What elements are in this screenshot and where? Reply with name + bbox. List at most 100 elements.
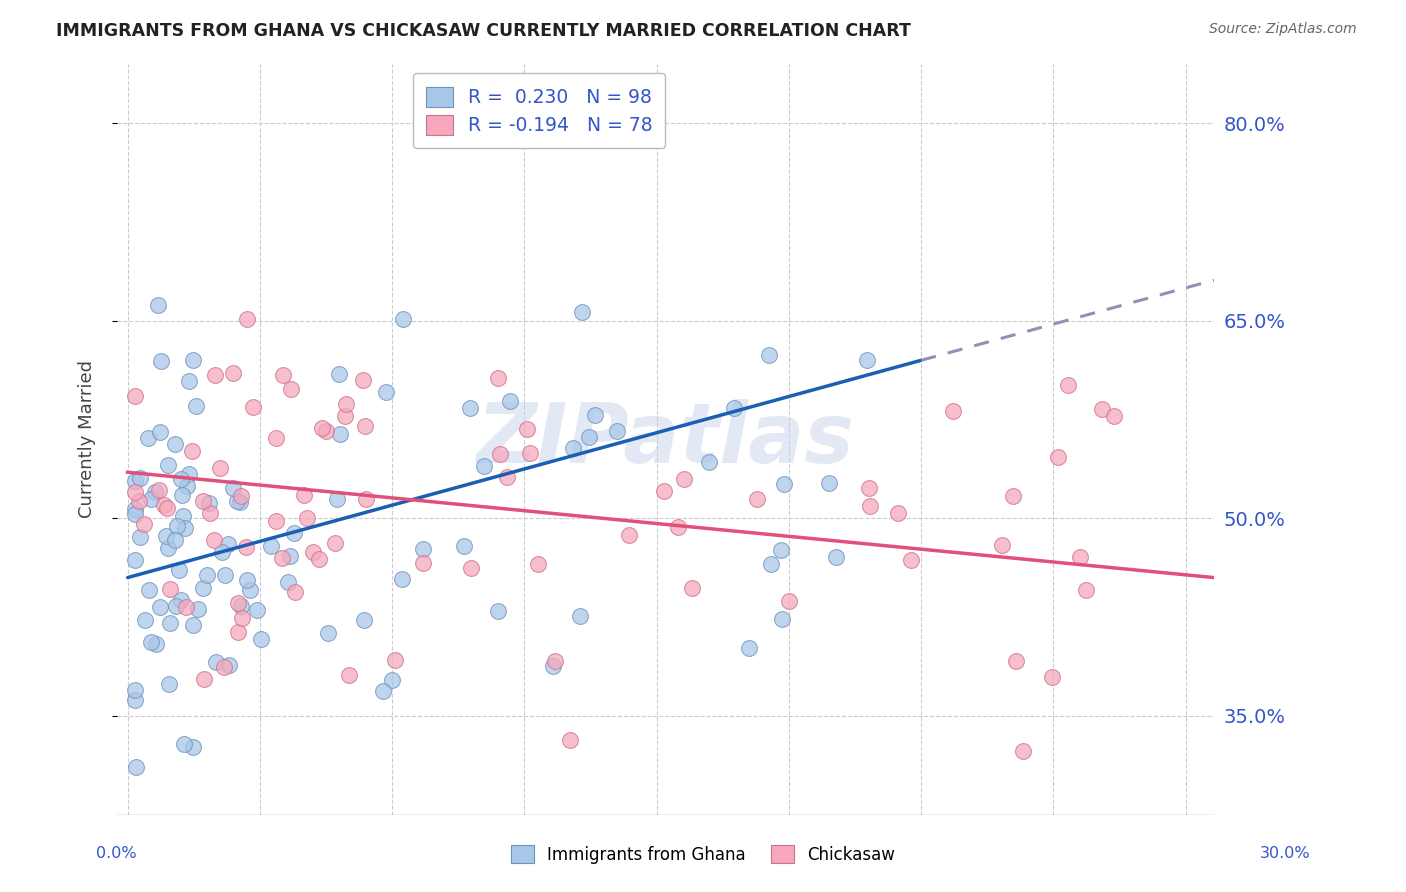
Point [858,481,880,495]
Point [284,585,307,599]
Point [453,539,475,553]
Point [153,498,176,512]
Point [900,553,922,567]
Point [1074,583,1097,598]
Point [1040,670,1063,684]
Point [264,431,287,445]
Text: ZIPatlas: ZIPatlas [477,399,855,480]
Point [391,572,413,586]
Point [682,581,704,595]
Point [193,672,215,686]
Legend: R =  0.230   N = 98, R = -0.194   N = 78: R = 0.230 N = 98, R = -0.194 N = 78 [413,73,665,148]
Point [271,550,294,565]
Point [280,382,302,396]
Point [134,613,156,627]
Point [856,353,879,368]
Point [541,658,564,673]
Point [176,479,198,493]
Point [236,573,259,587]
Point [412,542,434,557]
Point [333,409,356,423]
Point [519,446,541,460]
Point [250,632,273,647]
Point [496,469,519,483]
Point [738,640,761,655]
Point [145,637,167,651]
Point [214,567,236,582]
Point [125,760,148,774]
Point [155,529,177,543]
Point [697,455,720,469]
Point [472,459,495,474]
Point [159,616,181,631]
Point [673,472,696,486]
Point [527,557,550,571]
Point [222,481,245,495]
Point [356,491,378,506]
Point [295,510,318,524]
Point [239,582,262,597]
Point [571,305,593,319]
Point [1004,654,1026,668]
Point [723,401,745,415]
Point [242,400,264,414]
Point [278,549,301,564]
Point [231,611,253,625]
Point [156,501,179,516]
Point [859,499,882,513]
Point [181,444,204,458]
Point [458,401,481,416]
Point [204,368,226,382]
Point [170,593,193,607]
Point [124,507,146,521]
Point [173,737,195,751]
Point [1002,489,1025,503]
Point [124,502,146,516]
Point [759,558,782,572]
Point [228,495,250,509]
Point [166,519,188,533]
Point [392,311,415,326]
Point [221,366,243,380]
Point [264,514,287,528]
Point [353,613,375,627]
Text: 0.0%: 0.0% [96,847,136,861]
Point [167,563,190,577]
Point [1090,401,1112,416]
Point [174,599,197,614]
Text: IMMIGRANTS FROM GHANA VS CHICKASAW CURRENTLY MARRIED CORRELATION CHART: IMMIGRANTS FROM GHANA VS CHICKASAW CURRE… [56,22,911,40]
Point [129,471,152,485]
Point [191,582,214,596]
Point [486,371,509,385]
Point [138,582,160,597]
Point [825,549,848,564]
Point [578,430,600,444]
Point [384,653,406,667]
Point [218,657,240,672]
Point [544,654,567,668]
Point [163,437,186,451]
Point [381,673,404,687]
Point [235,312,257,326]
Point [143,485,166,500]
Point [375,384,398,399]
Point [770,543,793,558]
Point [211,545,233,559]
Point [583,408,606,422]
Point [193,494,215,508]
Point [942,403,965,417]
Point [569,609,592,624]
Point [136,431,159,445]
Point [174,521,197,535]
Point [353,373,375,387]
Point [187,601,209,615]
Point [212,659,235,673]
Point [139,492,162,507]
Point [181,617,204,632]
Point [134,517,156,532]
Point [778,594,800,608]
Point [184,399,207,413]
Point [181,353,204,368]
Point [149,353,172,368]
Point [124,389,146,403]
